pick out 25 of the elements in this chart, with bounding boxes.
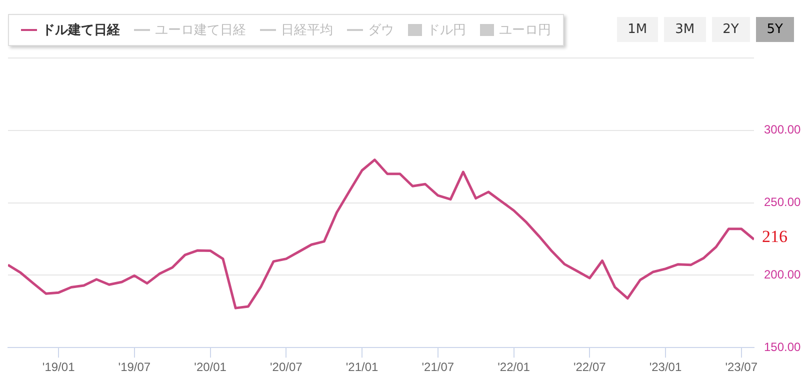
y-tick-label: 300.00 bbox=[764, 122, 802, 137]
y-tick-label: 250.00 bbox=[764, 195, 802, 210]
legend-label: ドル円 bbox=[427, 22, 466, 39]
text: 3M bbox=[664, 17, 706, 42]
x-tick-label: '20/01 bbox=[194, 360, 227, 374]
x-tick-label: '19/01 bbox=[42, 360, 76, 374]
x-tick-label: '22/07 bbox=[573, 360, 606, 374]
legend-label: ユーロ建て日経 bbox=[155, 22, 246, 39]
x-tick-label: '22/01 bbox=[498, 360, 530, 374]
x-tick-label: '20/07 bbox=[270, 360, 303, 374]
text: 2Y bbox=[712, 17, 750, 42]
x-tick-label: '21/07 bbox=[422, 360, 454, 374]
text: 5Y bbox=[756, 17, 794, 42]
legend-label: ドル建て日経 bbox=[42, 22, 120, 39]
legend-label: ダウ bbox=[368, 22, 394, 39]
x-tick-label: '19/07 bbox=[118, 360, 151, 374]
legend-label: ユーロ円 bbox=[499, 22, 551, 39]
x-tick-label: '21/01 bbox=[346, 360, 379, 374]
text: 216 bbox=[762, 227, 788, 248]
legend-label: 日経平均 bbox=[281, 22, 333, 39]
x-tick-label: '23/07 bbox=[725, 360, 758, 374]
x-tick-label: '23/01 bbox=[649, 360, 682, 374]
y-tick-label: 150.00 bbox=[764, 340, 802, 354]
text: 1M bbox=[616, 17, 658, 42]
y-tick-label: 200.00 bbox=[764, 268, 802, 282]
